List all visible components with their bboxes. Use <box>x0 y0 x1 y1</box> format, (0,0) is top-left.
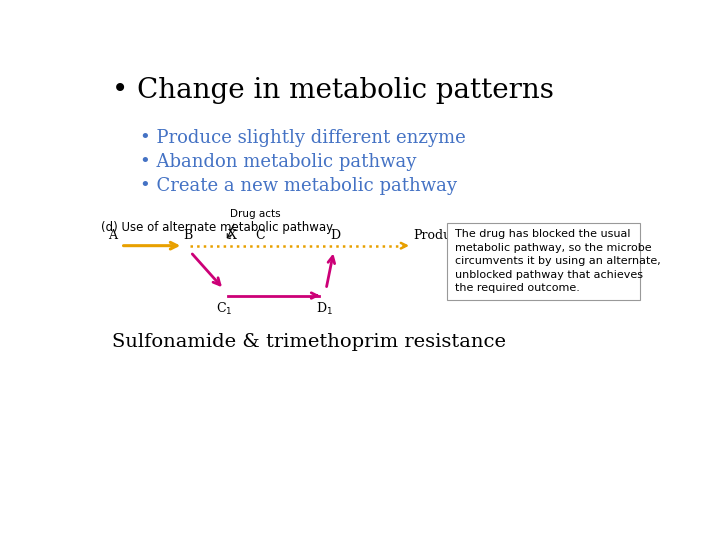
Text: • Create a new metabolic pathway: • Create a new metabolic pathway <box>140 178 457 195</box>
Text: • Change in metabolic patterns: • Change in metabolic patterns <box>112 77 554 104</box>
Text: Sulfonamide & trimethoprim resistance: Sulfonamide & trimethoprim resistance <box>112 333 506 351</box>
Text: X: X <box>228 230 237 242</box>
Text: Drug acts: Drug acts <box>230 208 280 219</box>
Text: • Abandon metabolic pathway: • Abandon metabolic pathway <box>140 153 417 171</box>
Text: B: B <box>183 230 192 242</box>
Text: C$_1$: C$_1$ <box>216 301 232 316</box>
Text: A: A <box>108 230 117 242</box>
FancyBboxPatch shape <box>447 223 639 300</box>
Text: Product: Product <box>413 230 464 242</box>
Text: C: C <box>256 230 265 242</box>
Text: D: D <box>330 230 341 242</box>
Text: • Produce slightly different enzyme: • Produce slightly different enzyme <box>140 129 466 147</box>
Text: D$_1$: D$_1$ <box>316 301 333 316</box>
Text: (d) Use of alternate metabolic pathway: (d) Use of alternate metabolic pathway <box>101 221 333 234</box>
Text: The drug has blocked the usual
metabolic pathway, so the microbe
circumvents it : The drug has blocked the usual metabolic… <box>456 229 661 293</box>
